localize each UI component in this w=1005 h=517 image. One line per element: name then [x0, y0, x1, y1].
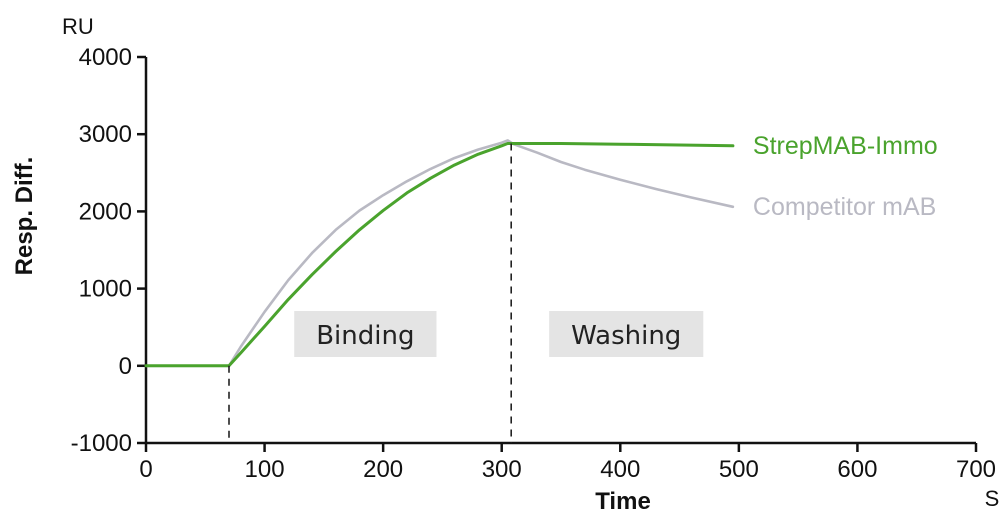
- phase-label-binding: Binding: [316, 321, 414, 351]
- x-tick-label: 500: [719, 456, 759, 483]
- x-tick-label: 100: [245, 456, 285, 483]
- legend: Competitor mAB StrepMAB-Immo: [753, 132, 938, 221]
- y-tick-label: 1000: [79, 276, 132, 303]
- marker-layer: [228, 143, 513, 443]
- legend-label-strepmab-immo: StrepMAB-Immo: [753, 132, 938, 160]
- series-layer: [144, 139, 735, 368]
- x-tick-label: 300: [482, 456, 522, 483]
- x-tick-label: 0: [139, 456, 152, 483]
- x-axis-title: Time: [595, 488, 651, 515]
- y-unit-label: RU: [62, 14, 94, 39]
- phase-box-washing: [549, 311, 704, 357]
- phase-label-washing: Washing: [571, 321, 681, 351]
- y-axis-title: Resp. Diff.: [11, 157, 38, 276]
- y-tick-label: 0: [119, 353, 132, 380]
- y-tick-label: 3000: [79, 121, 132, 148]
- x-tick-label: 400: [600, 456, 640, 483]
- x-tick-label: 700: [956, 456, 996, 483]
- y-tick-label: -1000: [71, 430, 132, 457]
- x-tick-label: 200: [363, 456, 403, 483]
- series-line-strepmab-immo: [144, 142, 735, 368]
- phase-layer: Binding Washing: [294, 311, 704, 357]
- y-tick-label: 4000: [79, 44, 132, 71]
- phase-box-binding: [294, 311, 437, 357]
- x-unit-label: S: [985, 486, 1000, 511]
- series-line-competitor-mab: [144, 139, 735, 368]
- axis-layer: -1000 0 1000 2000 3000 4000 0 100 200 300 400 500 60…: [71, 44, 996, 483]
- x-tick-label: 600: [837, 456, 877, 483]
- y-tick-label: 2000: [79, 198, 132, 225]
- legend-label-competitor-mab: Competitor mAB: [753, 193, 936, 221]
